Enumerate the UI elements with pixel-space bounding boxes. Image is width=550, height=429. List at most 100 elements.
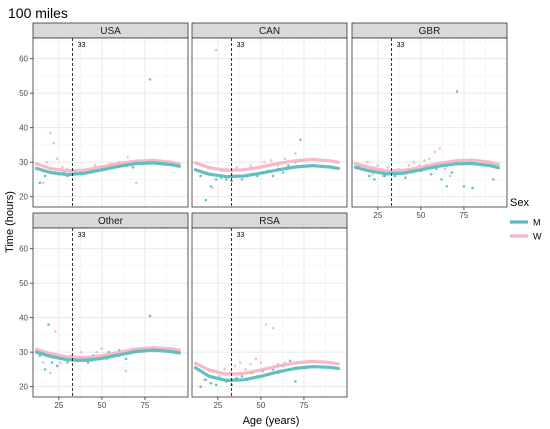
data-point-w — [412, 160, 416, 164]
legend-label-w: W — [533, 232, 542, 242]
reference-line-label: 33 — [397, 42, 405, 49]
reference-line-label: 33 — [237, 232, 245, 239]
data-point-w — [126, 155, 130, 159]
data-point-m — [491, 178, 495, 181]
y-tick-label: 50 — [19, 89, 28, 98]
facet-strip-label: Other — [98, 216, 124, 227]
facet-strip-label: USA — [100, 26, 121, 37]
data-point-w — [386, 166, 390, 169]
legend-point-w — [517, 234, 521, 238]
y-axis-label: Time (hours) — [4, 191, 16, 253]
data-point-w — [238, 361, 242, 364]
panel-border — [191, 37, 348, 208]
data-point-w — [438, 147, 442, 150]
data-point-w — [124, 369, 128, 373]
data-point-w — [95, 350, 99, 354]
data-point-m — [199, 385, 202, 388]
panel-background — [352, 38, 507, 207]
y-tick-label: 60 — [19, 245, 28, 254]
data-point-w — [371, 172, 374, 176]
panel-border — [191, 227, 348, 398]
x-tick-label: 25 — [373, 211, 382, 220]
panel-background — [192, 38, 347, 207]
data-point-m — [287, 164, 290, 167]
y-tick-label: 20 — [19, 383, 28, 392]
data-point-m — [429, 172, 433, 176]
data-point-m — [209, 381, 213, 385]
panel-border — [32, 37, 189, 208]
smooth-line-w — [34, 158, 181, 173]
smooth-line-m — [34, 348, 181, 362]
y-tick-label: 40 — [19, 124, 28, 133]
legend-label-m: M — [533, 218, 541, 228]
data-point-w — [60, 166, 64, 169]
data-point-w — [218, 375, 221, 378]
data-point-m — [148, 78, 152, 81]
panel-background — [33, 38, 188, 207]
data-point-w — [269, 159, 273, 162]
data-point-m — [86, 361, 90, 364]
facet-gbr: GBR 33 25 50 75 — [351, 22, 508, 220]
data-point-w — [59, 361, 62, 364]
y-tick-label: 40 — [19, 314, 28, 323]
x-tick-label: 50 — [256, 401, 265, 410]
x-tick-label: 75 — [140, 401, 149, 410]
y-tick-label: 20 — [19, 193, 28, 202]
data-point-w — [264, 323, 268, 326]
data-point-m — [43, 174, 47, 178]
data-point-w — [42, 361, 45, 364]
data-point-m — [471, 186, 474, 190]
facet-usa: USA 33 20 30 40 50 60 — [19, 22, 189, 208]
legend-title: Sex — [510, 197, 529, 209]
data-point-w — [283, 157, 287, 161]
data-point-m — [204, 378, 208, 382]
data-point-w — [45, 160, 49, 164]
data-point-w — [93, 164, 97, 167]
data-point-w — [244, 368, 247, 371]
data-point-m — [440, 178, 443, 181]
smooth-line-m — [193, 164, 340, 179]
data-point-w — [100, 347, 104, 351]
data-point-w — [249, 362, 252, 366]
facet-strip-label: CAN — [259, 26, 280, 37]
data-point-w — [254, 357, 258, 361]
y-tick-label: 30 — [19, 158, 28, 167]
panel-border — [351, 37, 508, 208]
facet-strip-label: RSA — [259, 216, 280, 227]
data-point-w — [233, 364, 237, 368]
smooth-line-w — [193, 359, 340, 376]
data-point-m — [214, 178, 218, 181]
y-tick-label: 30 — [19, 348, 28, 357]
reference-line-label: 33 — [78, 232, 86, 239]
smooth-line-w — [34, 346, 181, 360]
y-tick-label: 60 — [19, 55, 28, 64]
data-point-w — [423, 159, 426, 162]
smooth-line-m — [353, 161, 500, 176]
data-point-w — [443, 167, 447, 171]
panel-border — [32, 227, 189, 398]
x-axis-label: Age (years) — [243, 415, 300, 427]
data-point-m — [367, 174, 371, 178]
legend-point-m — [517, 220, 521, 224]
data-point-w — [376, 164, 380, 167]
data-point-w — [54, 330, 57, 333]
x-tick-label: 50 — [416, 211, 425, 220]
facet-panels: USA 33 20 30 40 50 60 CAN 33 GBR 33 25 50 75 Other 33 20… — [19, 22, 508, 410]
data-point-w — [366, 160, 369, 164]
data-point-w — [55, 157, 59, 161]
data-point-m — [214, 383, 218, 387]
data-point-m — [450, 171, 454, 174]
data-point-w — [294, 152, 297, 155]
data-point-m — [393, 174, 397, 178]
facet-strip-label: GBR — [419, 26, 441, 37]
data-point-m — [445, 185, 449, 188]
data-point-m — [47, 323, 50, 326]
data-point-m — [225, 178, 228, 181]
data-point-m — [240, 178, 244, 181]
x-tick-label: 25 — [54, 401, 63, 410]
data-point-m — [50, 361, 54, 364]
panel-background — [33, 228, 188, 397]
data-point-m — [55, 364, 59, 368]
data-point-m — [43, 368, 47, 371]
